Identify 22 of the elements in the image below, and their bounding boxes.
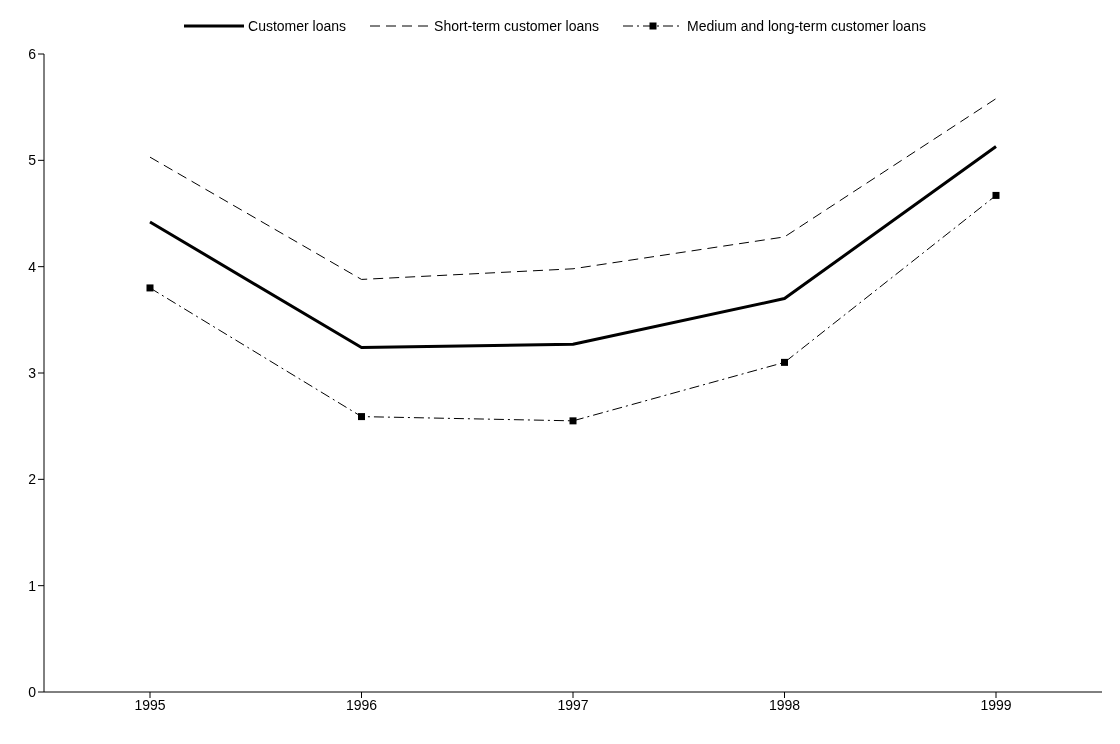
- point: [569, 417, 577, 425]
- x-tick-label: 1995: [134, 696, 166, 713]
- legend-label: Customer loans: [248, 18, 347, 34]
- y-tick-label: 6: [28, 45, 37, 62]
- line-series: [149, 98, 997, 280]
- y-tick-label: 1: [28, 577, 37, 594]
- y-tick-label: 3: [28, 364, 37, 381]
- legend-label: Medium and long-term customer loans: [687, 18, 926, 34]
- point: [781, 358, 788, 366]
- point: [992, 191, 1000, 199]
- y-tick-label: 0: [28, 683, 37, 700]
- y-tick-label: 4: [28, 258, 37, 275]
- x-tick-label: 1996: [345, 696, 378, 713]
- x-tick-label: 1999: [980, 696, 1012, 713]
- y-tick-label: 2: [28, 471, 37, 488]
- line-series: [148, 145, 998, 349]
- x-tick-label: 1997: [557, 696, 589, 713]
- legend-label: Short-term customer loans: [434, 18, 600, 34]
- x-tick-label: 1998: [768, 696, 801, 713]
- y-tick-label: 5: [28, 152, 37, 169]
- point: [358, 413, 365, 421]
- point: [146, 284, 154, 292]
